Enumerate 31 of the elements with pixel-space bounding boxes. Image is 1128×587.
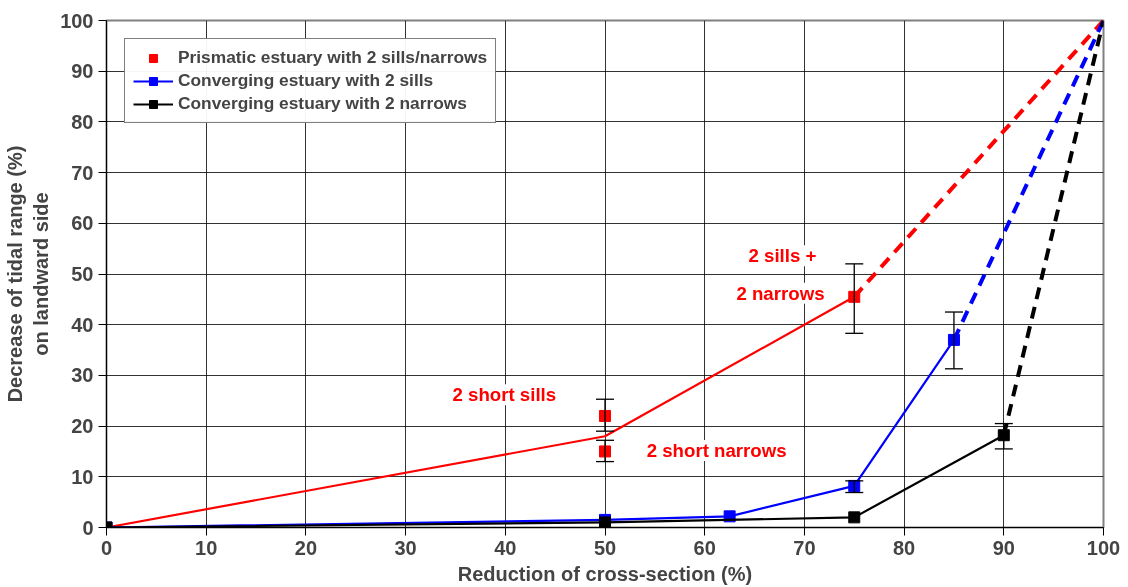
- y-tick-label: 20: [71, 415, 94, 438]
- x-tick-label: 60: [693, 536, 716, 559]
- x-tick-label: 10: [195, 536, 218, 559]
- legend-label: Prismatic estuary with 2 sills/narrows: [178, 47, 488, 68]
- y-tick-label: 30: [71, 364, 94, 387]
- x-tick-label: 100: [1086, 536, 1121, 559]
- x-tick-label: 30: [394, 536, 417, 559]
- y-tick-label: 50: [71, 263, 94, 285]
- legend-label: Converging estuary with 2 narrows: [178, 93, 467, 114]
- annotation: 2 narrows: [736, 282, 825, 304]
- annotation: 2 sills +: [748, 245, 817, 267]
- y-tick-label: 60: [71, 212, 94, 235]
- y-tick-label: 40: [71, 313, 94, 336]
- y-tick-label: 10: [71, 465, 94, 488]
- y-axis-title: Decrease of tidal range (%) on landward side: [3, 145, 53, 403]
- x-tick-label: 40: [494, 536, 517, 559]
- x-tick-label: 90: [992, 536, 1015, 559]
- x-tick-label: 20: [294, 536, 318, 559]
- y-tick-label: 80: [71, 110, 94, 133]
- x-tick-label: 80: [892, 536, 916, 559]
- x-tick-label: 50: [593, 536, 617, 559]
- legend-label: Converging estuary with 2 sills: [178, 70, 434, 91]
- annotation: 2 short narrows: [646, 439, 787, 461]
- x-tick-label: 0: [100, 536, 113, 559]
- x-tick-label: 70: [793, 536, 816, 559]
- y-tick-label: 0: [82, 516, 94, 539]
- y-tick-label: 100: [60, 9, 94, 32]
- y-tick-label: 90: [71, 60, 94, 83]
- annotation: 2 short sills: [452, 384, 557, 406]
- y-tick-label: 70: [71, 161, 94, 184]
- x-axis-title: Reduction of cross-section (%): [457, 562, 753, 585]
